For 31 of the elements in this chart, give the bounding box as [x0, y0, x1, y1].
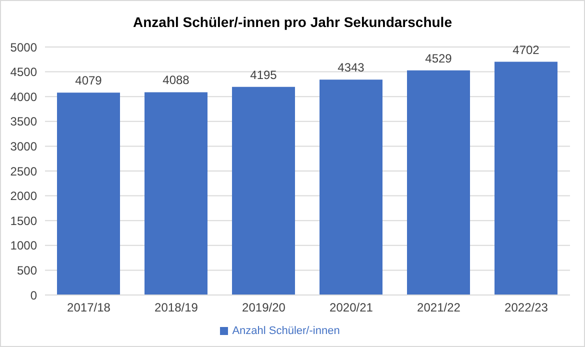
x-tick-label: 2018/19: [154, 300, 198, 315]
bar: [320, 80, 382, 295]
y-tick-label: 2000: [10, 189, 38, 204]
bar: [494, 62, 558, 295]
x-tick-label: 2021/22: [417, 300, 461, 315]
data-label: 4088: [162, 73, 190, 88]
x-tick-label: 2019/20: [242, 300, 286, 315]
bar: [407, 70, 470, 295]
y-tick-label: 500: [16, 263, 38, 278]
bar: [57, 92, 120, 295]
y-tick-label: 5000: [10, 40, 38, 54]
data-label: 4529: [425, 51, 452, 66]
y-tick-label: 1000: [10, 238, 38, 253]
y-tick-label: 3000: [10, 139, 38, 154]
y-tick-label: 1500: [10, 214, 38, 228]
y-tick-label: 0: [30, 288, 38, 302]
y-tick-label: 3500: [10, 114, 38, 129]
y-tick-label: 4500: [10, 65, 38, 80]
bar: [144, 92, 208, 295]
x-tick-label: 2022/23: [504, 300, 548, 315]
data-label: 4079: [75, 74, 102, 88]
x-tick-label: 2017/18: [67, 300, 111, 315]
y-tick-label: 2500: [10, 164, 38, 178]
x-tick-label: 2020/21: [330, 300, 374, 315]
y-tick-label: 4000: [10, 90, 38, 104]
data-label: 4343: [338, 60, 365, 75]
bar: [232, 86, 295, 295]
data-label: 4195: [250, 68, 278, 82]
chart-title: Anzahl Schüler/-innen pro Jahr Sekundarschule: [132, 14, 453, 30]
data-label: 4702: [512, 42, 540, 57]
legend-label: Anzahl Schüler/-innen: [232, 325, 340, 337]
